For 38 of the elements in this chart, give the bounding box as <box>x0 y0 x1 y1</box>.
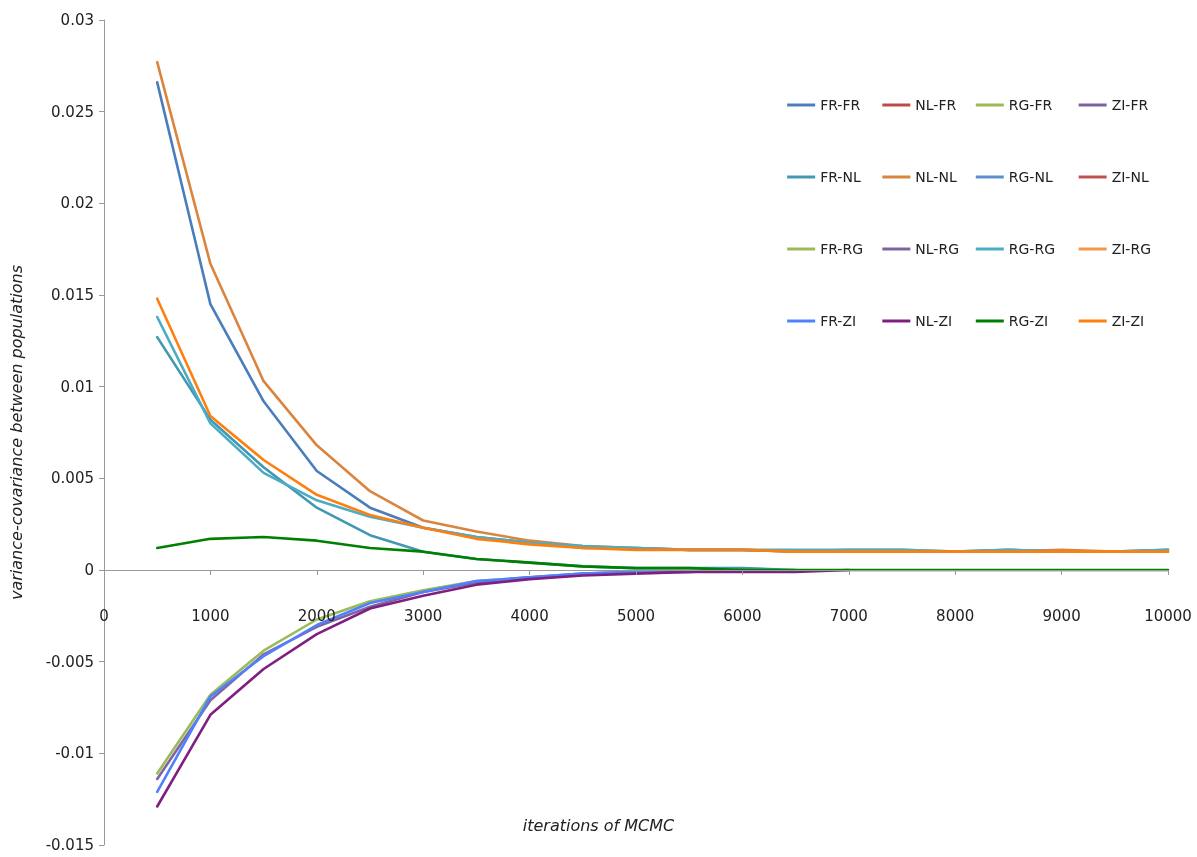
x-tick-label: 1000 <box>191 606 230 625</box>
y-tick-label: -0.015 <box>45 836 94 854</box>
y-tick-label: 0.01 <box>60 377 94 396</box>
y-tick-label: 0.015 <box>51 286 94 304</box>
x-tick-label: 4000 <box>510 606 549 625</box>
y-tick-label: 0.02 <box>60 194 94 213</box>
legend-label: FR-ZI <box>820 313 857 329</box>
y-tick-label: 0.005 <box>51 469 94 488</box>
legend-label: NL-NL <box>915 169 957 185</box>
x-tick-label: 7000 <box>829 606 868 625</box>
legend-label: FR-FR <box>820 97 861 113</box>
x-tick-label: 3000 <box>404 606 443 625</box>
x-tick-label: 10000 <box>1144 606 1192 625</box>
legend-label: FR-NL <box>820 169 861 185</box>
x-axis-title: iterations of MCMC <box>522 815 676 835</box>
legend-label: ZI-FR <box>1111 97 1149 113</box>
legend-label: FR-RG <box>820 241 863 257</box>
x-tick-label: 9000 <box>1042 606 1081 625</box>
legend-label: ZI-RG <box>1111 241 1152 257</box>
legend-label: NL-ZI <box>915 313 953 329</box>
legend-label: RG-NL <box>1008 169 1053 185</box>
legend-label: RG-FR <box>1008 97 1053 113</box>
legend-label: ZI-ZI <box>1111 313 1145 329</box>
y-tick-label: 0.025 <box>51 102 94 121</box>
x-tick-label: 5000 <box>616 606 656 625</box>
legend-label: RG-RG <box>1008 241 1056 257</box>
legend-label: NL-RG <box>915 241 959 257</box>
y-tick-label: -0.005 <box>45 652 94 671</box>
x-tick-label: 0 <box>99 606 109 625</box>
y-axis-title: variance-covariance between populations <box>6 265 26 600</box>
y-tick-label: 0 <box>84 561 94 579</box>
y-tick-label: 0.03 <box>60 11 94 29</box>
legend-label: RG-ZI <box>1008 313 1049 329</box>
y-tick-label: -0.01 <box>55 744 94 763</box>
x-tick-label: 8000 <box>936 606 975 625</box>
legend-label: ZI-NL <box>1111 169 1149 185</box>
legend-label: NL-FR <box>915 97 957 113</box>
x-tick-label: 6000 <box>723 606 762 625</box>
